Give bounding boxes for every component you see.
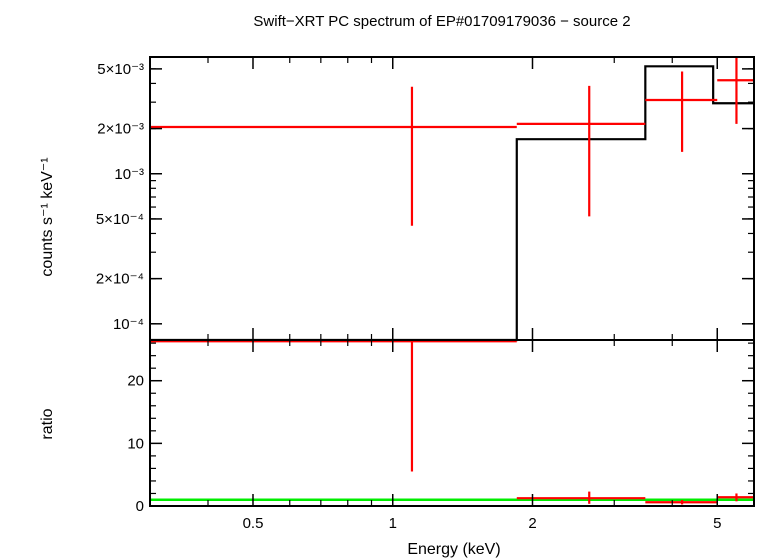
spectrum-y-axis-label: counts s⁻¹ keV⁻¹	[39, 157, 56, 276]
spectrum-panel: 5×10⁻³ 2×10⁻³ 10⁻³ 5×10⁻⁴ 2×10⁻⁴ 10⁻⁴	[96, 56, 755, 342]
ratio-y-tick-label: 10	[127, 435, 144, 452]
spectrum-y-tick-label: 2×10⁻⁴	[96, 271, 144, 288]
spectrum-y-tick-label: 10⁻³	[114, 166, 144, 183]
ratio-y-axis-label: ratio	[39, 408, 56, 439]
spectrum-data-point-4	[717, 57, 754, 124]
ratio-y-tick-label: 0	[136, 498, 144, 515]
spectrum-y-tick-label: 2×10⁻³	[97, 121, 144, 138]
x-tick-label: 0.5	[243, 515, 264, 532]
ratio-data-point-3	[645, 500, 718, 505]
spectrum-data-point-3	[645, 71, 718, 152]
x-tick-label: 2	[528, 515, 536, 532]
model-histogram	[150, 65, 754, 342]
spectrum-y-tick-label: 5×10⁻³	[97, 61, 144, 78]
ratio-data-point-2	[516, 491, 646, 504]
x-axis-label: Energy (keV)	[407, 541, 500, 558]
ratio-y-tick-label: 20	[127, 373, 144, 390]
ratio-data-point-4	[717, 493, 754, 502]
x-tick-label: 1	[389, 515, 397, 532]
spectrum-data-point-2	[516, 85, 646, 217]
spectrum-y-tick-label: 10⁻⁴	[113, 316, 144, 333]
chart-title: Swift−XRT PC spectrum of EP#01709179036 …	[253, 13, 630, 30]
ratio-data-point-1	[150, 340, 517, 472]
ratio-panel: 0 10 20 0.5 1 2 5	[127, 339, 755, 532]
x-tick-label: 5	[713, 515, 721, 532]
spectrum-data-point-1	[150, 86, 517, 226]
ratio-frame	[149, 339, 755, 507]
spectrum-y-tick-label: 5×10⁻⁴	[96, 211, 144, 228]
